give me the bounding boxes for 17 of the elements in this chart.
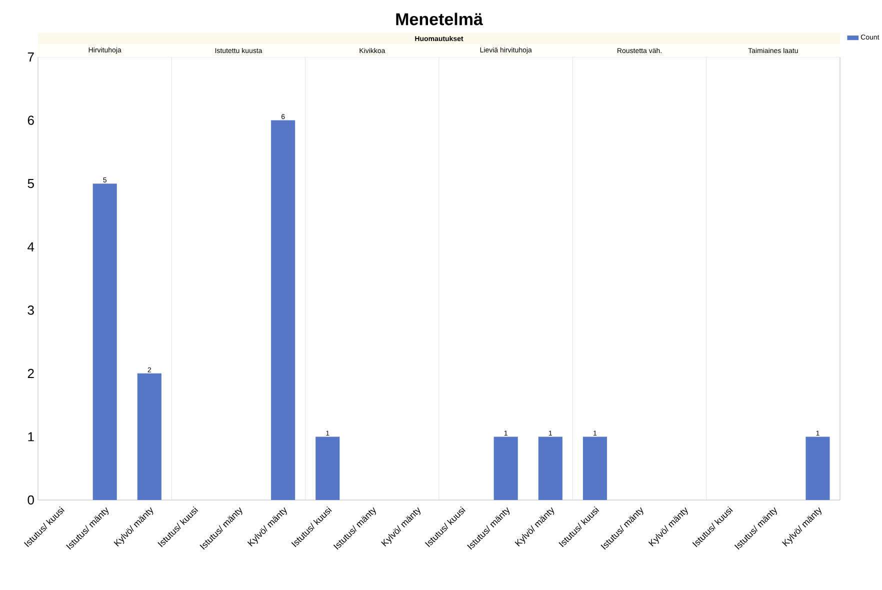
y-tick-label: 3 — [28, 306, 34, 315]
y-tick-label: 0 — [28, 495, 34, 505]
bar — [806, 436, 830, 500]
y-tick-label: 7 — [28, 52, 34, 62]
chart-title: Menetelmä — [396, 12, 483, 26]
y-tick-label: 2 — [28, 368, 34, 378]
bar — [92, 184, 117, 500]
bar — [316, 436, 340, 500]
bar — [137, 373, 162, 500]
bar — [538, 436, 562, 500]
y-tick-label: 6 — [28, 116, 34, 125]
bar — [582, 436, 607, 500]
y-tick-label: 1 — [28, 432, 34, 442]
bar — [494, 436, 518, 500]
y-tick-label: 4 — [28, 242, 34, 252]
y-tick-label: 5 — [28, 179, 34, 188]
bar — [271, 120, 296, 500]
